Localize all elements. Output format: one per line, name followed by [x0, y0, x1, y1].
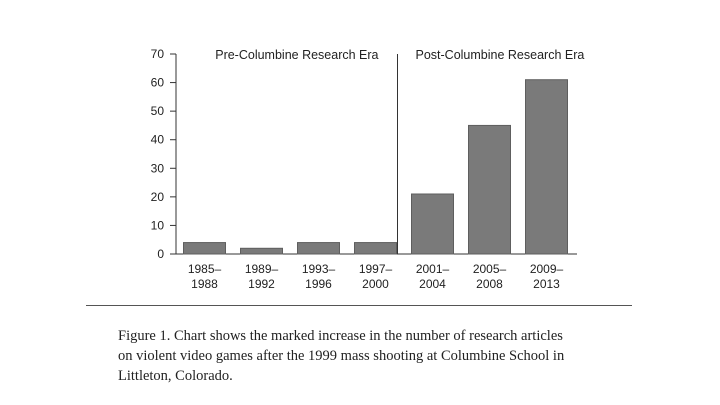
x-axis-labels: 1985–1988 1989–1992 1993–1996 1997–2000 2001… [188, 262, 564, 291]
bar [240, 247, 283, 255]
caption-line: on violent video games after the 1999 ma… [118, 348, 565, 364]
caption-line: Littleton, Colorado. [118, 368, 233, 384]
y-axis: 0 10 20 30 40 50 60 70 [151, 47, 177, 261]
x-tick-label: 2000 [362, 277, 389, 291]
figure-caption: Figure 1. Chart shows the marked increas… [118, 326, 638, 386]
y-tick-label: 50 [151, 104, 165, 118]
bar [183, 242, 226, 255]
x-tick-label: 2008 [476, 277, 503, 291]
x-tick-label: 2001– [416, 262, 450, 276]
x-tick-label: 1993– [302, 262, 336, 276]
bar [411, 193, 454, 255]
bar [525, 79, 568, 255]
bar [354, 242, 397, 255]
pre-era-label: Pre-Columbine Research Era [215, 48, 378, 62]
x-tick-label: 1989– [245, 262, 279, 276]
bar [297, 242, 340, 255]
y-tick-label: 0 [157, 247, 164, 261]
x-tick-label: 1997– [359, 262, 393, 276]
bar [468, 124, 511, 255]
x-tick-label: 2013 [533, 277, 560, 291]
y-tick-label: 60 [151, 76, 165, 90]
y-tick-label: 20 [151, 190, 165, 204]
post-era-label: Post-Columbine Research Era [416, 48, 585, 62]
x-tick-label: 2004 [419, 277, 446, 291]
x-tick-label: 2005– [473, 262, 507, 276]
x-tick-label: 1985– [188, 262, 222, 276]
x-tick-label: 2009– [530, 262, 564, 276]
x-tick-label: 1996 [305, 277, 332, 291]
y-tick-label: 40 [151, 133, 165, 147]
y-tick-label: 70 [151, 47, 165, 61]
x-tick-label: 1988 [191, 277, 218, 291]
caption-line: Figure 1. Chart shows the marked increas… [118, 328, 563, 344]
caption-divider [86, 305, 632, 306]
x-tick-label: 1992 [248, 277, 275, 291]
bars [176, 79, 577, 255]
y-tick-label: 30 [151, 161, 165, 175]
y-tick-label: 10 [151, 218, 165, 232]
